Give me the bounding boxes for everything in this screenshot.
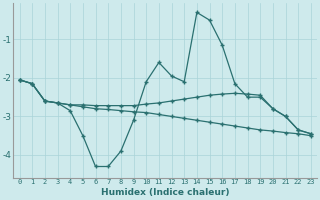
X-axis label: Humidex (Indice chaleur): Humidex (Indice chaleur) bbox=[101, 188, 229, 197]
